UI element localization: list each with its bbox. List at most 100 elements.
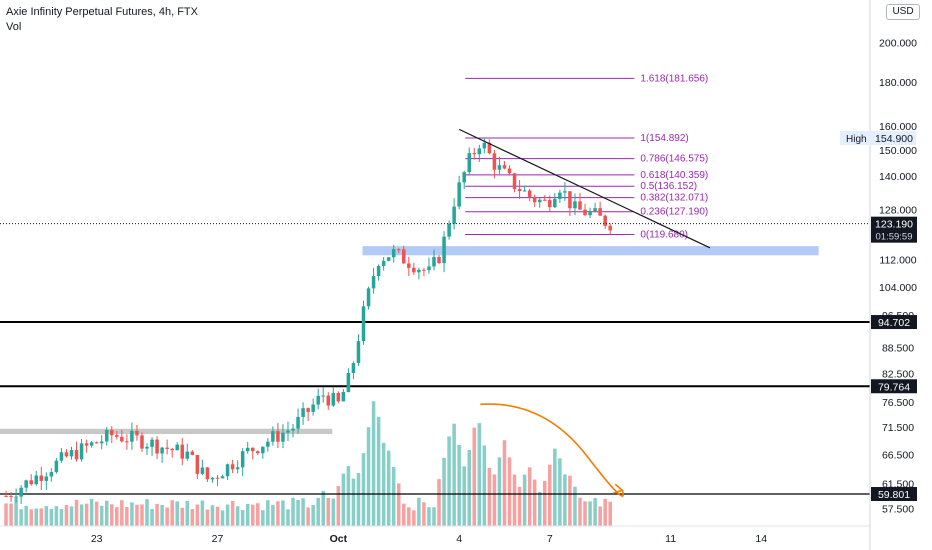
volume-bar-44 xyxy=(225,504,230,526)
candle-119 xyxy=(603,215,607,226)
candle-48 xyxy=(245,447,250,452)
volume-bar-12 xyxy=(64,505,69,526)
candle-80 xyxy=(407,263,411,268)
volume-bar-82 xyxy=(417,497,421,526)
volume-bar-60 xyxy=(306,507,310,526)
candle-111 xyxy=(563,191,567,193)
candle-83 xyxy=(422,269,426,271)
volume-bar-51 xyxy=(261,510,265,526)
volume-bar-78 xyxy=(396,483,401,526)
candle-77 xyxy=(391,249,396,258)
volume-arrow-head xyxy=(613,483,624,495)
volume-bar-6 xyxy=(34,508,39,526)
y-tick-1: 180.000 xyxy=(879,77,917,89)
volume-bar-96 xyxy=(487,467,492,526)
volume-decline-arrow xyxy=(480,403,625,497)
y-tick-10: 82.500 xyxy=(882,369,914,381)
volume-bar-117 xyxy=(593,498,597,526)
candle-16 xyxy=(84,443,89,446)
candle-65 xyxy=(331,392,336,406)
volume-bar-19 xyxy=(99,505,104,526)
candle-5 xyxy=(29,480,33,485)
volume-indicator-label[interactable]: Vol xyxy=(6,21,22,33)
volume-bar-26 xyxy=(135,504,139,526)
volume-bar-54 xyxy=(276,501,280,526)
fib-layer: 1.618(181.656) 1(154.892) 0.786(146.575) 0.… xyxy=(465,73,708,240)
y-tick-4: 140.000 xyxy=(879,171,917,183)
x-tick-2: Oct xyxy=(330,533,348,545)
volume-bar-75 xyxy=(381,442,386,526)
candle-49 xyxy=(250,447,255,452)
candle-118 xyxy=(598,208,602,216)
support-band-layer xyxy=(362,246,819,256)
volume-bar-84 xyxy=(427,507,431,526)
fib-label-6: 0.236(127.190) xyxy=(640,207,708,218)
candle-62 xyxy=(316,395,320,405)
candle-50 xyxy=(256,451,260,454)
volume-bar-99 xyxy=(502,440,507,526)
volume-bar-87 xyxy=(442,457,446,526)
currency-button[interactable]: USD xyxy=(886,4,920,20)
candle-68 xyxy=(346,373,351,393)
candle-38 xyxy=(195,455,200,474)
volume-bar-37 xyxy=(190,509,195,526)
candle-22 xyxy=(115,435,119,437)
volume-bar-16 xyxy=(84,503,89,526)
candle-31 xyxy=(160,447,164,454)
volume-bar-77 xyxy=(391,467,396,526)
y-tick-13: 66.500 xyxy=(882,449,914,461)
candles-layer xyxy=(4,137,612,504)
candle-59 xyxy=(301,408,305,417)
candle-20 xyxy=(104,429,109,442)
volume-bar-59 xyxy=(301,498,305,526)
volume-bar-5 xyxy=(29,509,33,526)
candle-3 xyxy=(19,487,23,497)
candle-110 xyxy=(558,192,562,199)
last-price-tag xyxy=(871,216,917,243)
volume-bar-35 xyxy=(180,507,185,526)
candle-105 xyxy=(532,196,537,203)
candle-45 xyxy=(230,464,235,470)
volume-bar-8 xyxy=(44,506,49,526)
candle-78 xyxy=(396,249,401,251)
volume-bar-49 xyxy=(250,504,255,526)
volume-bar-114 xyxy=(578,497,582,526)
candle-72 xyxy=(366,288,371,307)
candle-1 xyxy=(9,496,13,498)
level-tag-2 xyxy=(871,487,917,502)
volume-bar-83 xyxy=(422,502,426,526)
level-tag-0 xyxy=(871,315,917,330)
volume-bar-38 xyxy=(195,504,200,526)
candle-67 xyxy=(341,392,346,402)
high-marker-bg xyxy=(840,130,916,145)
candle-107 xyxy=(542,199,547,201)
volume-bar-93 xyxy=(472,427,477,526)
candle-52 xyxy=(266,441,270,447)
candle-51 xyxy=(261,446,265,454)
candle-37 xyxy=(190,451,195,456)
volume-bar-57 xyxy=(291,497,295,526)
candle-60 xyxy=(306,408,310,412)
volume-bar-115 xyxy=(583,501,587,526)
volume-bar-56 xyxy=(286,509,290,526)
candle-14 xyxy=(74,450,79,460)
volume-bar-90 xyxy=(457,444,461,526)
volume-bar-69 xyxy=(351,478,356,526)
candle-88 xyxy=(447,223,451,237)
candle-116 xyxy=(588,211,592,216)
candle-79 xyxy=(402,249,406,264)
fib-label-2: 0.786(146.575) xyxy=(640,154,708,165)
volume-bar-81 xyxy=(412,510,416,526)
candle-108 xyxy=(548,200,552,208)
volume-bar-79 xyxy=(402,503,406,526)
candle-86 xyxy=(437,257,441,264)
volume-bar-119 xyxy=(603,498,607,526)
volume-bar-65 xyxy=(331,498,336,526)
candle-2 xyxy=(14,496,18,498)
candle-97 xyxy=(492,153,497,170)
candle-17 xyxy=(89,442,94,446)
candle-61 xyxy=(311,404,315,412)
volume-bar-61 xyxy=(311,504,315,526)
y-tick-11: 76.500 xyxy=(882,397,914,409)
